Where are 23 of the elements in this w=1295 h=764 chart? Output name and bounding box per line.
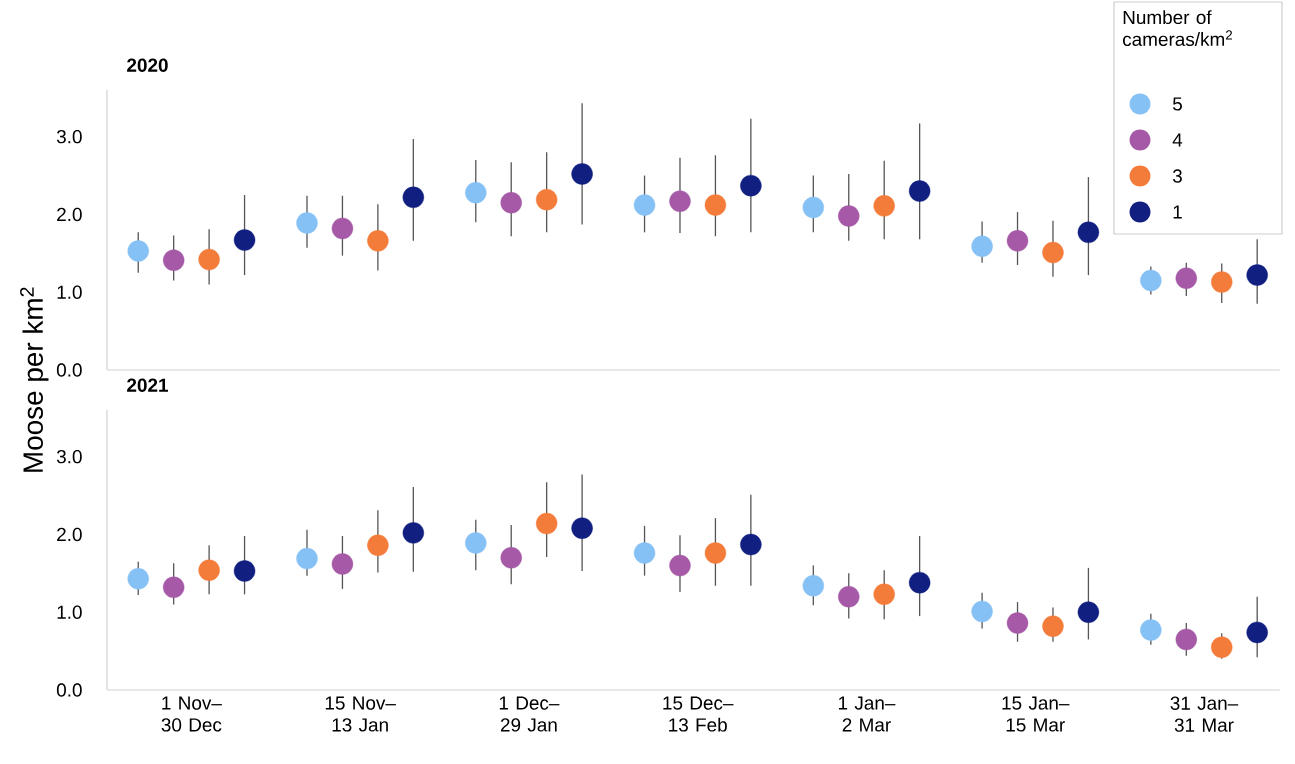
x-tick-label: 15 Nov– 13 Jan: [325, 696, 396, 732]
chart-title: 2021: [127, 378, 168, 392]
x-tick-label: 1 Dec– 29 Jan: [499, 696, 560, 732]
y-tick-label: 3.0: [56, 129, 82, 144]
y-tick-label: 1.0: [57, 285, 82, 299]
chart-title: 2020: [127, 58, 168, 72]
y-tick-label: 0.0: [56, 683, 82, 697]
y-axis-title: Moose per km$^{2}$: [20, 287, 49, 472]
y-tick-label: 3.0: [56, 449, 82, 464]
legend-label: 3: [1172, 169, 1182, 183]
y-tick-label: 2.0: [57, 207, 82, 222]
legend-label: 5: [1172, 97, 1182, 111]
legend-title: Number of cameras/km$^{2}$: [1123, 10, 1232, 47]
y-tick-label: 1.0: [57, 605, 82, 619]
x-tick-label: 1 Jan– 2 Mar: [838, 696, 896, 732]
legend-label: 4: [1172, 133, 1183, 147]
x-tick-label: 15 Dec– 13 Feb: [663, 696, 734, 732]
x-tick-label: 15 Jan– 15 Mar: [1002, 696, 1070, 732]
x-tick-label: 1 Nov– 30 Dec: [161, 696, 222, 732]
y-tick-label: 0.0: [56, 363, 82, 377]
x-tick-label: 31 Jan– 31 Mar: [1170, 696, 1239, 732]
legend-label: 1: [1173, 205, 1182, 219]
y-tick-label: 2.0: [57, 527, 82, 542]
